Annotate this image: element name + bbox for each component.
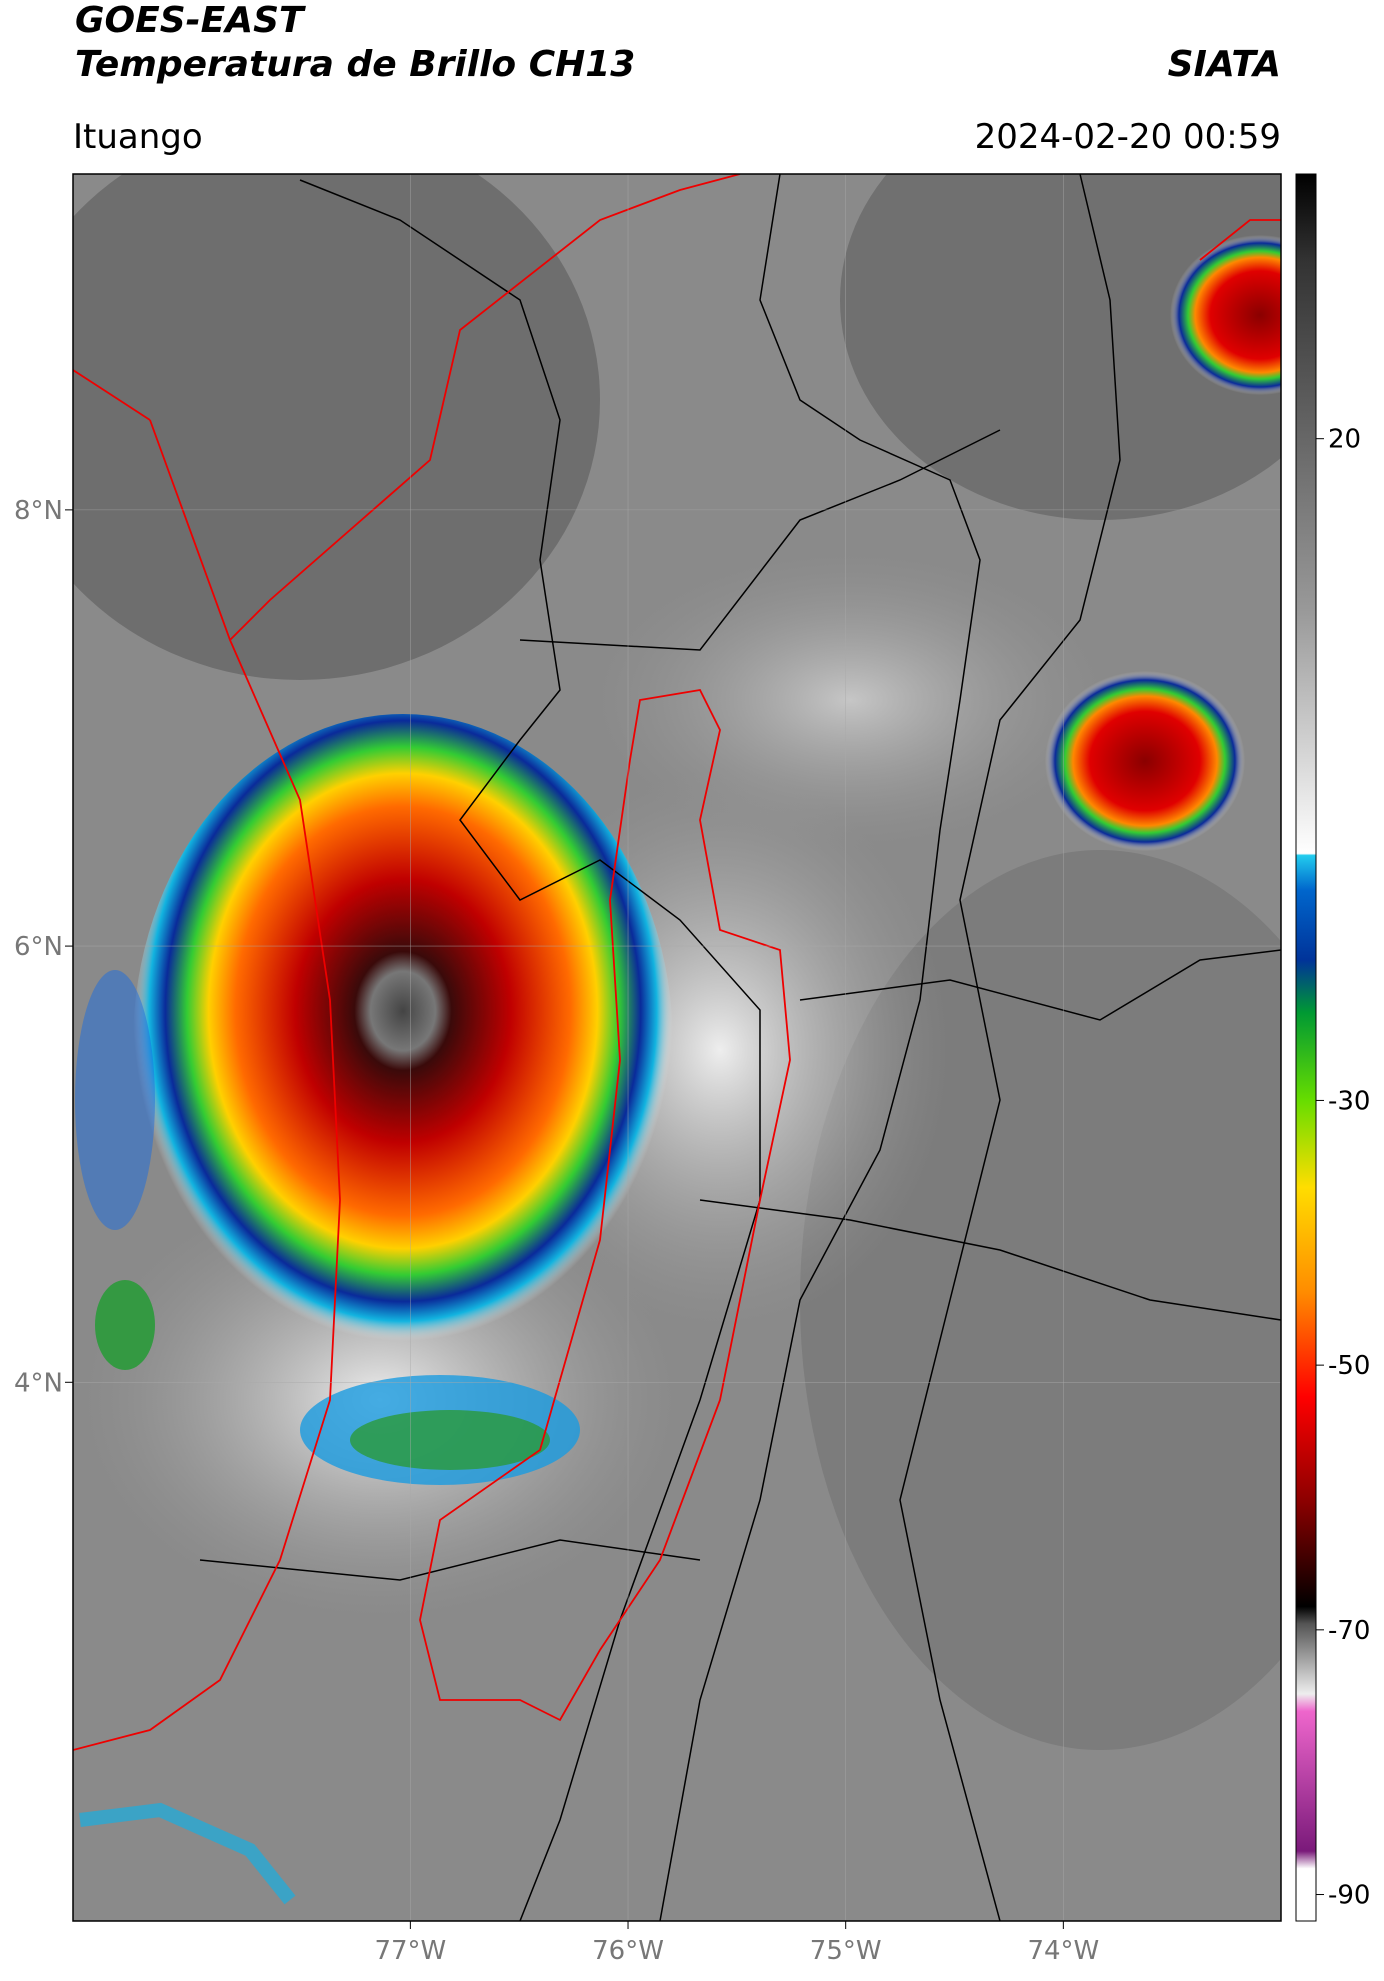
x-tick-label: 77°W [374,1936,446,1966]
colorbar-tick-label: -90 [1328,1881,1370,1911]
agency: SIATA [1168,44,1281,85]
y-tick-label: 4°N [14,1368,63,1398]
satellite-image [73,174,1281,1921]
product: Temperatura de Brillo CH13 [75,44,635,85]
graticule [73,174,1281,1921]
colorbar-tick-label: 20 [1328,425,1361,455]
y-tick-label: 6°N [14,932,63,962]
map-frame [72,173,1282,1922]
colorbar-tick-label: -70 [1328,1616,1370,1646]
colorbar-tick-label: -50 [1328,1351,1370,1381]
colorbar [1295,173,1317,1922]
satellite: GOES-EAST [75,0,306,41]
x-tick-label: 75°W [810,1936,882,1966]
colorbar-tick-label: -30 [1328,1086,1370,1116]
datetime: 2024-02-20 00:59 [975,117,1281,157]
region: Ituango [73,117,203,157]
y-tick-label: 8°N [14,496,63,526]
x-tick-label: 76°W [592,1936,664,1966]
x-tick-label: 74°W [1027,1936,1099,1966]
